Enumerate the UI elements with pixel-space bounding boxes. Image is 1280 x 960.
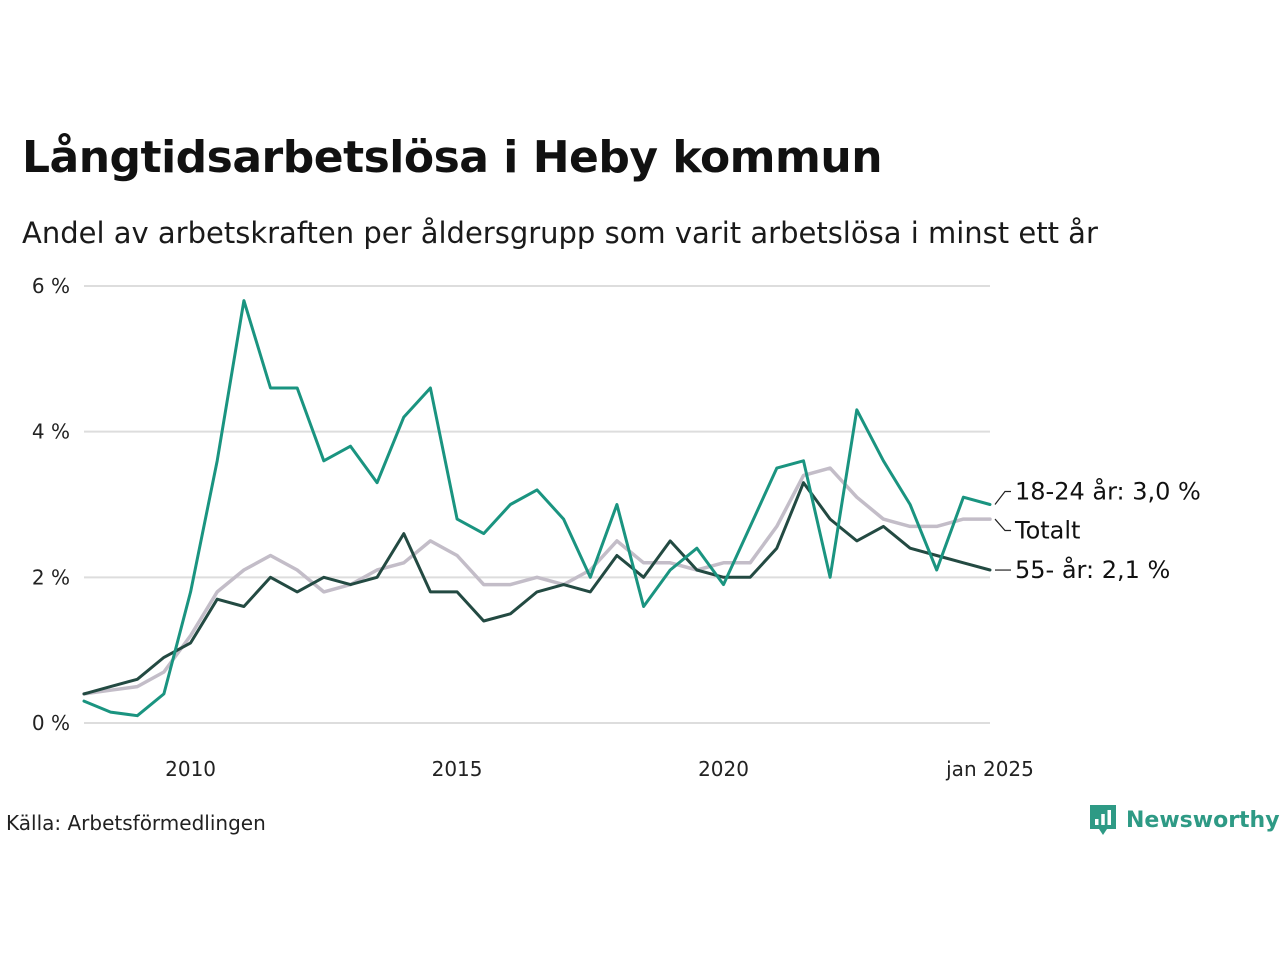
y-tick-label: 2 % [32,565,70,589]
end-label-connector [994,490,1011,505]
end-label-senior: 55- år: 2,1 % [1015,555,1170,584]
y-tick-label: 6 % [32,274,70,298]
end-label-youth: 18-24 år: 3,0 % [1015,477,1201,506]
x-tick-label: 2015 [432,757,483,781]
y-tick-label: 4 % [32,420,70,444]
end-label-connector [994,518,1011,532]
line-chart: 0 % 2 % 4 % 6 % 2010 2015 2020 jan 2025 18-24 år… [32,274,1201,781]
x-tick-label: jan 2025 [945,757,1034,781]
x-tick-label: 2010 [165,757,216,781]
chart-title: Långtidsarbetslösa i Heby kommun [22,132,883,183]
brand-name: Newsworthy [1126,807,1280,833]
brand-logo: Newsworthy [1088,803,1280,837]
bar-chart-speech-bubble-icon [1090,805,1116,835]
y-tick-label: 0 % [32,711,70,735]
source-note: Källa: Arbetsförmedlingen [6,811,266,835]
chart-subtitle: Andel av arbetskraften per åldersgrupp s… [22,216,1098,250]
series-line-youth [82,299,992,718]
x-tick-label: 2020 [698,757,749,781]
series-line-total [82,466,992,696]
end-label-total: Totalt [1014,517,1080,545]
